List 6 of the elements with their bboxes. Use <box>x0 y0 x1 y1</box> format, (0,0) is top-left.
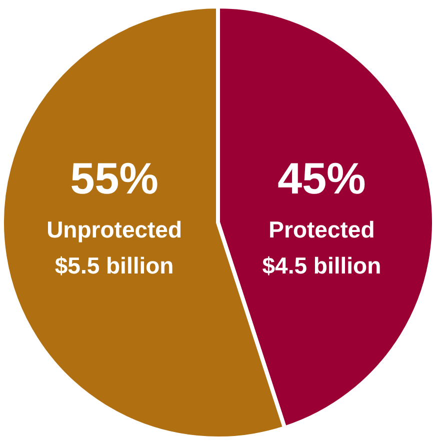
slice-label: Protected <box>268 216 375 242</box>
data-label: 55% <box>70 154 158 204</box>
text: $4.5 billion <box>262 252 382 278</box>
data-label: 45% <box>278 154 366 204</box>
slice-label: Unprotected <box>46 216 182 242</box>
text: $5.5 billion <box>54 252 174 278</box>
